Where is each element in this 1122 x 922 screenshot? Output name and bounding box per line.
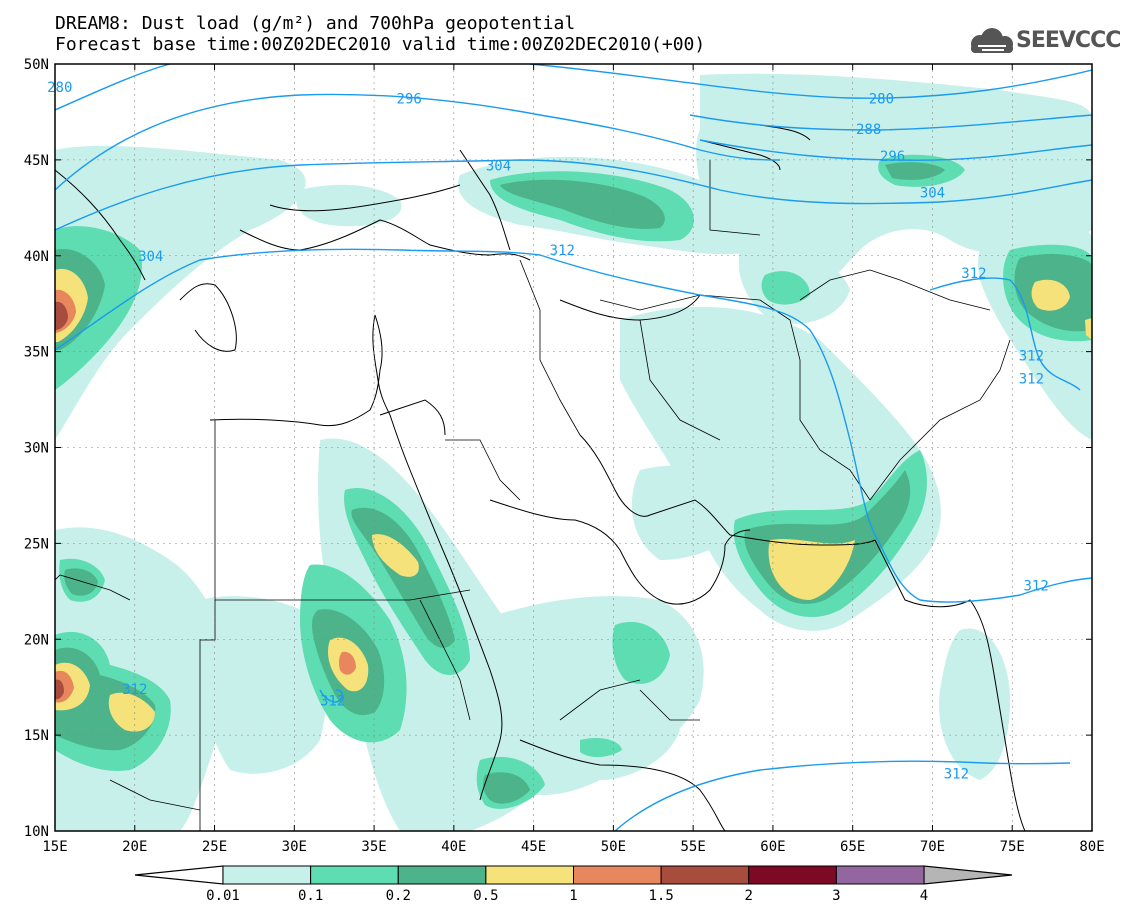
lat-tick-label: 30N — [24, 441, 49, 457]
contour-label: 304 — [486, 159, 511, 175]
lon-tick-label: 75E — [1000, 839, 1025, 855]
contour-label: 296 — [880, 149, 905, 165]
lat-tick-label: 15N — [24, 728, 49, 744]
contour-label: 304 — [138, 249, 163, 265]
legend-label: 3 — [832, 888, 840, 904]
country-borders — [55, 160, 1011, 831]
logo-text: SEEVCCC — [1016, 28, 1121, 53]
lat-tick-label: 10N — [24, 824, 49, 840]
lat-tick-label: 20N — [24, 632, 49, 648]
colorbar-legend: 0.01 0.1 0.2 0.5 1 1.5 2 3 4 — [134, 865, 1013, 904]
lat-tick-label: 35N — [24, 345, 49, 361]
latitude-axis: 10N 15N 20N 25N 30N 35N 40N 45N 50N — [24, 57, 1092, 840]
legend-swatch — [485, 865, 574, 885]
contour-label: 312 — [1019, 371, 1044, 387]
geopotential-labels: 280 296 280 288 296 304 304 304 312 312 312 312 312 3… — [47, 80, 1049, 782]
legend-label: 2 — [745, 888, 753, 904]
lat-tick-label: 50N — [24, 57, 49, 73]
lon-tick-label: 65E — [840, 839, 865, 855]
map-grid — [55, 64, 1092, 831]
lon-tick-label: 15E — [42, 839, 67, 855]
lon-tick-label: 50E — [601, 839, 626, 855]
legend-under-arrow — [134, 865, 224, 885]
legend-swatch — [222, 865, 312, 885]
lon-tick-label: 40E — [441, 839, 466, 855]
legend-swatch — [660, 865, 750, 885]
contour-label: 312 — [122, 682, 147, 698]
lon-tick-label: 70E — [920, 839, 945, 855]
contour-label: 312 — [944, 766, 969, 782]
cloud-logo-icon — [971, 28, 1013, 53]
lon-tick-label: 35E — [361, 839, 386, 855]
contour-label: 280 — [869, 92, 894, 108]
lat-tick-label: 25N — [24, 536, 49, 552]
contour-label: 312 — [320, 694, 345, 710]
lon-tick-label: 25E — [202, 839, 227, 855]
contour-label: 288 — [856, 122, 881, 138]
lon-tick-label: 30E — [282, 839, 307, 855]
longitude-axis: 15E 20E 25E 30E 35E 40E 45E 50E 55E 60E 65E 70E 75E 8… — [42, 64, 1105, 855]
lon-tick-label: 55E — [681, 839, 706, 855]
legend-label: 0.1 — [298, 888, 323, 904]
contour-label: 312 — [1019, 348, 1044, 364]
legend-swatch — [835, 865, 925, 885]
lon-tick-label: 80E — [1079, 839, 1104, 855]
map-title: DREAM8: Dust load (g/m²) and 700hPa geop… — [55, 13, 576, 34]
lon-tick-label: 20E — [122, 839, 147, 855]
lat-tick-label: 45N — [24, 153, 49, 169]
contour-label: 312 — [550, 243, 575, 259]
contour-label: 312 — [961, 266, 986, 282]
legend-label: 0.01 — [206, 888, 240, 904]
contour-label: 280 — [47, 80, 72, 96]
coastlines — [55, 124, 1026, 831]
dust-load-field — [55, 73, 1092, 831]
contour-label: 304 — [920, 185, 945, 201]
legend-label: 1.5 — [648, 888, 673, 904]
legend-label: 1 — [569, 888, 577, 904]
legend-swatch — [310, 865, 399, 885]
legend-label: 4 — [920, 888, 928, 904]
lat-tick-label: 40N — [24, 249, 49, 265]
lon-tick-label: 60E — [760, 839, 785, 855]
contour-label: 296 — [397, 92, 422, 108]
legend-label: 0.5 — [473, 888, 498, 904]
contour-label: 312 — [1024, 579, 1049, 595]
legend-swatch — [573, 865, 662, 885]
legend-swatch — [397, 865, 487, 885]
legend-swatch — [748, 865, 837, 885]
lon-tick-label: 45E — [521, 839, 546, 855]
legend-label: 0.2 — [386, 888, 411, 904]
legend-over-arrow — [923, 865, 1013, 885]
map-subtitle: Forecast base time:00Z02DEC2010 valid ti… — [55, 34, 706, 55]
geopotential-contours — [55, 64, 1092, 831]
